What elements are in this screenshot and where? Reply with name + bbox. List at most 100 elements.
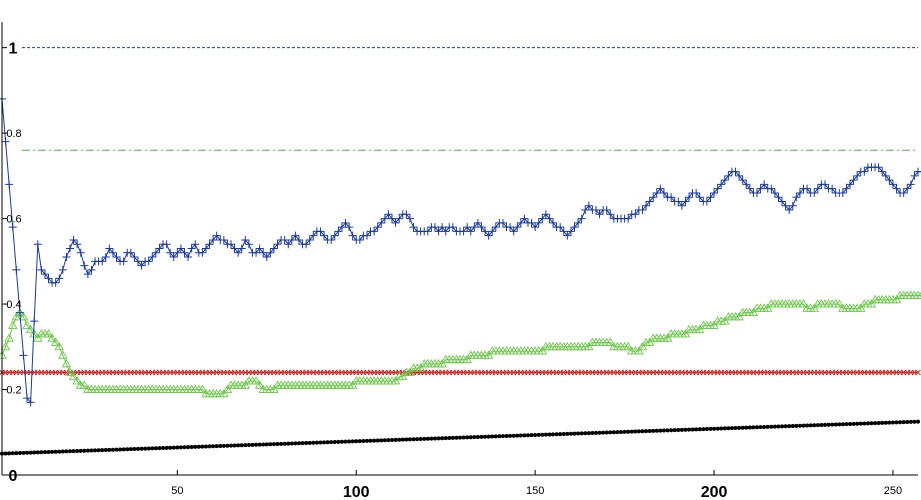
data-point [30, 317, 39, 326]
data-point [669, 428, 674, 433]
data-point [658, 428, 663, 433]
data-point [910, 171, 919, 180]
data-point [211, 444, 216, 449]
data-point [429, 436, 434, 441]
data-point [662, 333, 673, 342]
data-point [339, 439, 344, 444]
data-point [815, 423, 820, 428]
data-point [243, 443, 248, 448]
data-point [842, 184, 851, 193]
data-point [10, 451, 15, 456]
data-point [840, 422, 845, 427]
data-point [488, 227, 497, 236]
data-point [551, 432, 556, 437]
data-point [898, 420, 903, 425]
data-point [316, 227, 325, 236]
data-point [14, 451, 19, 456]
data-point [890, 420, 895, 425]
data-point [354, 439, 359, 444]
data-point [432, 436, 437, 441]
data-point [153, 446, 158, 451]
data-point [17, 451, 22, 456]
data-point [397, 371, 408, 381]
y-tick-label: 0.6 [6, 214, 21, 226]
data-point [296, 441, 301, 446]
data-point [534, 218, 543, 227]
data-point [708, 426, 713, 431]
data-point [549, 218, 558, 227]
data-point [676, 427, 681, 432]
data-point [227, 240, 235, 249]
data-point [677, 201, 686, 210]
data-point [851, 421, 856, 426]
data-point [73, 240, 82, 249]
data-point [264, 442, 269, 447]
data-point [259, 248, 268, 257]
data-point [161, 445, 166, 450]
data-point [364, 438, 369, 443]
data-point [239, 443, 244, 448]
data-point [377, 218, 386, 227]
data-point [498, 218, 507, 227]
data-point [633, 429, 638, 434]
data-point [493, 434, 498, 439]
data-point [320, 231, 329, 240]
data-point [905, 419, 910, 424]
data-point [760, 180, 769, 189]
data-point [236, 443, 241, 448]
data-point [787, 424, 792, 429]
data-point [273, 240, 282, 249]
data-point [724, 171, 733, 180]
data-point [336, 439, 341, 444]
data-point [797, 423, 802, 428]
data-point [173, 248, 182, 257]
data-point [148, 253, 157, 262]
data-point [397, 437, 402, 442]
data-point [58, 265, 67, 274]
data-point [69, 235, 78, 244]
data-point [837, 422, 842, 427]
data-point [809, 303, 820, 312]
data-point [615, 430, 620, 435]
data-point [702, 197, 711, 206]
data-point [656, 184, 665, 193]
data-point [690, 427, 695, 432]
data-point [182, 445, 187, 450]
data-point [19, 351, 28, 360]
data-point [108, 248, 117, 257]
data-point [694, 324, 705, 334]
data-point [391, 218, 400, 227]
data-point [76, 248, 85, 257]
data-point [26, 398, 35, 407]
data-point [110, 447, 115, 452]
data-point [734, 311, 744, 321]
data-point [370, 227, 379, 236]
data-point [379, 438, 384, 443]
data-point [262, 253, 271, 262]
data-point [608, 430, 613, 435]
data-point [838, 188, 847, 197]
data-point [266, 248, 275, 257]
data-point [222, 384, 233, 393]
data-point [402, 210, 411, 219]
data-point [681, 197, 690, 206]
data-point [631, 210, 640, 219]
data-point [865, 421, 870, 426]
data-point [726, 426, 731, 431]
data-point [665, 428, 670, 433]
series-layer [0, 94, 921, 456]
data-point [479, 434, 484, 439]
data-point [58, 350, 68, 359]
data-point [820, 180, 829, 189]
data-point [568, 431, 573, 436]
data-point [508, 433, 513, 438]
data-point [75, 449, 80, 454]
data-point [65, 367, 75, 376]
data-point [661, 428, 666, 433]
data-point [602, 206, 611, 215]
data-point [518, 433, 523, 438]
data-point [899, 188, 908, 197]
data-point [279, 441, 284, 446]
data-point [180, 248, 189, 257]
